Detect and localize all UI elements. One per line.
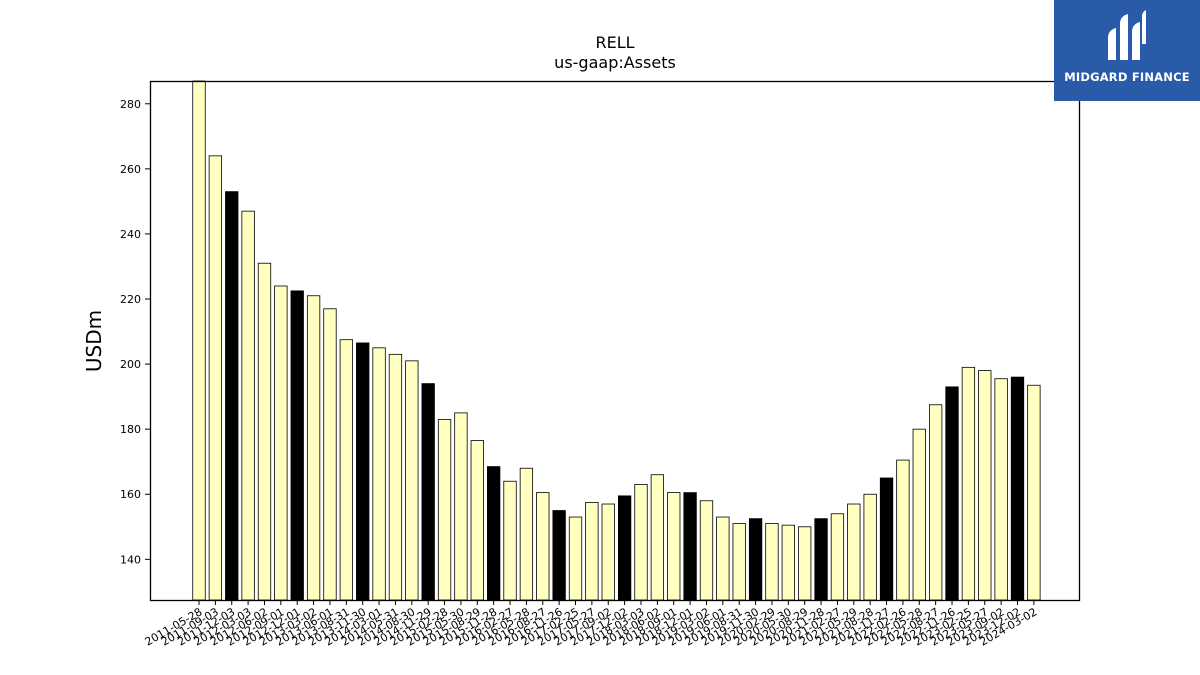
bar xyxy=(896,459,910,601)
y-tick-label: 200 xyxy=(120,358,141,371)
bar xyxy=(470,440,484,601)
bar xyxy=(650,474,665,601)
y-axis-label: USDm xyxy=(82,310,106,372)
bar xyxy=(388,353,403,601)
bar xyxy=(617,495,632,601)
bar xyxy=(634,484,648,601)
bar xyxy=(552,510,566,601)
bar xyxy=(847,503,861,601)
bar xyxy=(879,477,894,601)
plot-frame xyxy=(149,80,1081,602)
bar xyxy=(683,492,697,601)
bar xyxy=(585,501,599,601)
bar xyxy=(339,339,353,601)
bar xyxy=(765,523,779,601)
bar xyxy=(519,467,534,601)
bar xyxy=(814,518,828,601)
bar xyxy=(667,492,681,601)
y-tick-label: 140 xyxy=(120,553,141,566)
bar xyxy=(274,285,288,601)
bar xyxy=(257,262,272,601)
bar xyxy=(372,347,386,601)
chart-subtitle: us-gaap:Assets xyxy=(554,53,676,72)
bar xyxy=(994,378,1008,601)
bar xyxy=(208,155,223,601)
bar xyxy=(781,524,795,601)
bar xyxy=(192,80,206,601)
bar xyxy=(421,383,435,601)
chart-title: RELL xyxy=(595,33,634,52)
bar xyxy=(1027,384,1041,601)
logo-text: MIDGARD FINANCE xyxy=(1064,70,1190,84)
y-tick-label: 220 xyxy=(120,293,141,306)
y-ticks-group: 140 160 180 200 220 240 260 280 xyxy=(120,98,150,566)
bar xyxy=(732,523,746,601)
bar xyxy=(798,526,812,601)
bar xyxy=(863,493,877,601)
logo: MIDGARD FINANCE xyxy=(1054,0,1200,101)
bar xyxy=(601,503,615,601)
bar xyxy=(748,518,763,601)
bar xyxy=(716,516,730,601)
bar xyxy=(830,513,845,601)
bar xyxy=(241,210,255,601)
y-tick-label: 160 xyxy=(120,488,141,501)
bar xyxy=(323,308,337,601)
bar xyxy=(290,290,304,601)
bar xyxy=(945,386,959,601)
y-tick-label: 180 xyxy=(120,423,141,436)
bar xyxy=(568,516,583,601)
bar xyxy=(1010,376,1025,601)
bar xyxy=(699,500,714,601)
bar xyxy=(454,412,468,601)
bar xyxy=(978,370,992,601)
bar xyxy=(503,480,517,601)
y-tick-label: 260 xyxy=(120,163,141,176)
bar xyxy=(536,492,550,601)
bar xyxy=(961,366,976,601)
y-tick-label: 280 xyxy=(120,98,141,111)
bar xyxy=(912,428,926,601)
bar xyxy=(306,295,321,601)
bar xyxy=(437,419,452,601)
bar xyxy=(487,466,501,601)
bar xyxy=(405,360,419,601)
bar xyxy=(929,404,943,601)
bar xyxy=(356,342,370,601)
x-ticks-group: 2011-05-282011-09-032011-12-032012-03-03… xyxy=(143,600,1039,649)
bar xyxy=(225,191,239,601)
y-tick-label: 240 xyxy=(120,228,141,241)
midgard-logo-icon xyxy=(1108,10,1146,60)
bars-group xyxy=(192,80,1041,601)
